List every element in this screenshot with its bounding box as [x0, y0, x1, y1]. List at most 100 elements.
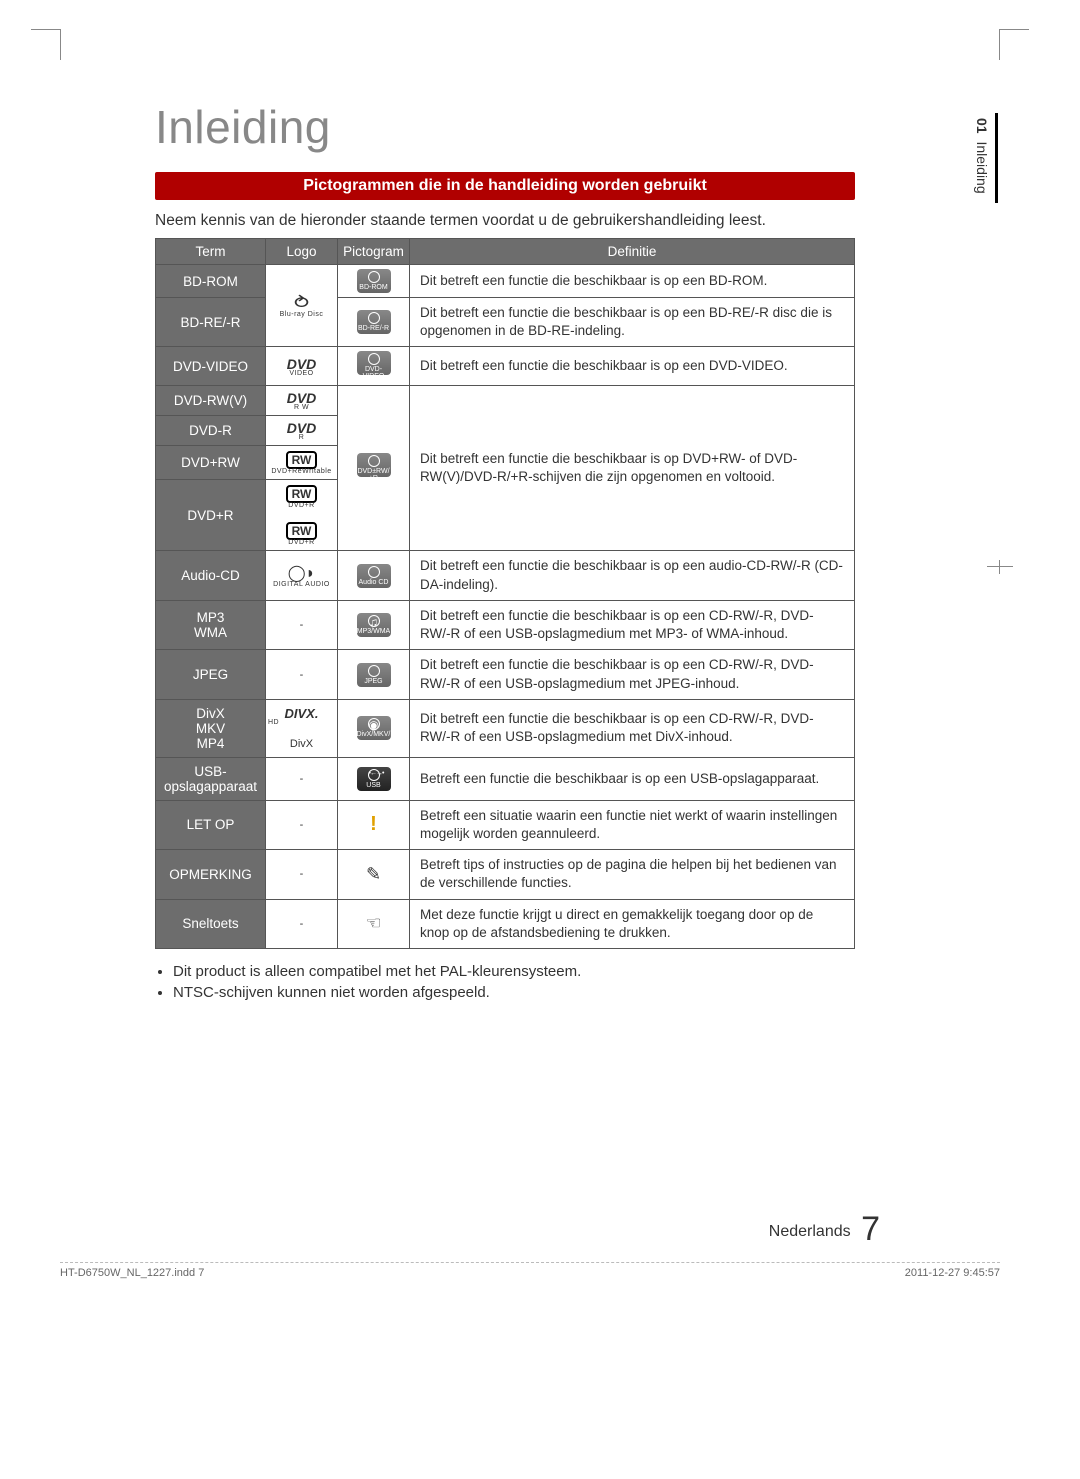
def-dvdgroup: Dit betreft een functie die beschikbaar …	[410, 386, 855, 551]
pict-usb: USB	[338, 757, 410, 800]
table-header-row: Term Logo Pictogram Definitie	[156, 239, 855, 265]
cd-logo-sub: DIGITAL AUDIO	[268, 581, 335, 588]
disc-icon: BD-ROM	[357, 269, 391, 293]
def-bdre: Dit betreft een functie die beschikbaar …	[410, 298, 855, 347]
def-mp3: Dit betreft een functie die beschikbaar …	[410, 600, 855, 649]
pict-bdrom: BD-ROM	[338, 265, 410, 298]
term-line: MP3	[197, 610, 225, 625]
term-line: MKV	[196, 721, 225, 736]
logo-letop: -	[266, 800, 338, 849]
section-label: Inleiding	[974, 141, 990, 193]
dvd-logo-sub: R W	[268, 404, 335, 411]
hand-icon: ☜	[365, 913, 381, 933]
th-pict: Pictogram	[338, 239, 410, 265]
rw-logo: RW	[286, 485, 318, 503]
pict-snel: ☜	[338, 899, 410, 948]
pict-audiocd: Audio CD	[338, 551, 410, 600]
term-cell: Sneltoets	[156, 899, 266, 948]
logo-audiocd: ◯◗ DIGITAL AUDIO	[266, 551, 338, 600]
dvd-logo-sub: VIDEO	[268, 370, 335, 377]
logo-dvdr: DVD R	[266, 416, 338, 446]
note-item: Dit product is alleen compatibel met het…	[173, 963, 855, 980]
pictogram-table: Term Logo Pictogram Definitie BD-ROM ⥁ B…	[155, 238, 855, 949]
row-dvdvideo: DVD-VIDEO DVD VIDEO DVD-VIDEO Dit betref…	[156, 347, 855, 386]
term-cell: Audio-CD	[156, 551, 266, 600]
th-logo: Logo	[266, 239, 338, 265]
divx-extra: DivX	[290, 738, 313, 750]
term-line: DivX	[196, 706, 225, 721]
term-cell: OPMERKING	[156, 850, 266, 899]
footer: HT-D6750W_NL_1227.indd 7 2011-12-27 9:45…	[60, 1262, 1000, 1279]
footer-timestamp: 2011-12-27 9:45:57	[905, 1267, 1000, 1279]
logo-dvdpr: RW DVD+R RW DVD+R	[266, 480, 338, 551]
term-line: USB-	[194, 764, 226, 779]
def-divx: Dit betreft een functie die beschikbaar …	[410, 699, 855, 757]
cd-icon: ◯◗	[288, 565, 316, 582]
term-line: MP4	[197, 736, 225, 751]
def-audiocd: Dit betreft een functie die beschikbaar …	[410, 551, 855, 600]
pencil-icon: ✎	[366, 864, 381, 884]
row-usb: USB- opslagapparaat - USB Betreft een fu…	[156, 757, 855, 800]
term-cell: LET OP	[156, 800, 266, 849]
row-sneltoets: Sneltoets - ☜ Met deze functie krijgt u …	[156, 899, 855, 948]
row-bdre: BD-RE/-R BD-RE/-R Dit betreft een functi…	[156, 298, 855, 347]
def-jpeg: Dit betreft een functie die beschikbaar …	[410, 650, 855, 699]
term-cell: DVD+RW	[156, 446, 266, 480]
row-divx: DivX MKV MP4 DIVX. HD DivX DivX/MKV/MP4 …	[156, 699, 855, 757]
term-cell: USB- opslagapparaat	[156, 757, 266, 800]
divx-logo: DIVX.	[285, 706, 319, 721]
row-dvdrwv: DVD-RW(V) DVD R W DVD±RW/±R Dit betreft …	[156, 386, 855, 416]
rw-logo-sub: DVD+R	[268, 539, 335, 546]
row-letop: LET OP - ! Betreft een situatie waarin e…	[156, 800, 855, 849]
pict-mp3: MP3/WMA	[338, 600, 410, 649]
row-bdrom: BD-ROM ⥁ Blu-ray Disc BD-ROM Dit betreft…	[156, 265, 855, 298]
term-cell: JPEG	[156, 650, 266, 699]
term-cell: DivX MKV MP4	[156, 699, 266, 757]
logo-opm: -	[266, 850, 338, 899]
pict-divx: DivX/MKV/MP4	[338, 699, 410, 757]
def-letop: Betreft een situatie waarin een functie …	[410, 800, 855, 849]
term-cell: MP3 WMA	[156, 600, 266, 649]
pict-dvdgroup: DVD±RW/±R	[338, 386, 410, 551]
term-cell: BD-ROM	[156, 265, 266, 298]
disc-icon: DVD±RW/±R	[357, 453, 391, 477]
term-cell: DVD-RW(V)	[156, 386, 266, 416]
disc-icon: DVD-VIDEO	[357, 351, 391, 375]
rw-logo-sub: DVD+ReWritable	[268, 468, 335, 475]
caution-icon: !	[370, 813, 377, 835]
logo-dvdprw: RW DVD+ReWritable	[266, 446, 338, 480]
section-number: 01	[974, 118, 990, 134]
term-line: opslagapparaat	[164, 779, 257, 794]
page: 01 Inleiding Inleiding Pictogrammen die …	[0, 0, 1080, 1479]
footer-file: HT-D6750W_NL_1227.indd 7	[60, 1267, 204, 1279]
content: Inleiding Pictogrammen die in de handlei…	[155, 100, 855, 1005]
disc-icon: Audio CD	[357, 564, 391, 588]
logo-usb: -	[266, 757, 338, 800]
logo-divx: DIVX. HD DivX	[266, 699, 338, 757]
rw-logo: RW	[286, 522, 318, 540]
side-tab-accent	[995, 113, 998, 203]
note-item: NTSC-schijven kunnen niet worden afgespe…	[173, 984, 855, 1001]
dvd-logo-sub: R	[268, 434, 335, 441]
def-usb: Betreft een functie die beschikbaar is o…	[410, 757, 855, 800]
notes-list: Dit product is alleen compatibel met het…	[155, 963, 855, 1001]
side-rule-mark	[999, 560, 1000, 574]
rw-logo: RW	[286, 451, 318, 469]
row-jpeg: JPEG - JPEG Dit betreft een functie die …	[156, 650, 855, 699]
page-number-area: Nederlands 7	[769, 1210, 880, 1249]
logo-dvdrwv: DVD R W	[266, 386, 338, 416]
section-heading: Pictogrammen die in de handleiding worde…	[155, 172, 855, 200]
logo-jpeg: -	[266, 650, 338, 699]
row-mp3: MP3 WMA - MP3/WMA Dit betreft een functi…	[156, 600, 855, 649]
th-term: Term	[156, 239, 266, 265]
term-cell: DVD-R	[156, 416, 266, 446]
music-icon: MP3/WMA	[357, 613, 391, 637]
crop-marks	[60, 30, 1000, 60]
term-cell: BD-RE/-R	[156, 298, 266, 347]
pict-bdre: BD-RE/-R	[338, 298, 410, 347]
row-audiocd: Audio-CD ◯◗ DIGITAL AUDIO Audio CD Dit b…	[156, 551, 855, 600]
pict-letop: !	[338, 800, 410, 849]
page-language: Nederlands	[769, 1223, 851, 1240]
logo-mp3: -	[266, 600, 338, 649]
page-number: 7	[861, 1210, 880, 1248]
